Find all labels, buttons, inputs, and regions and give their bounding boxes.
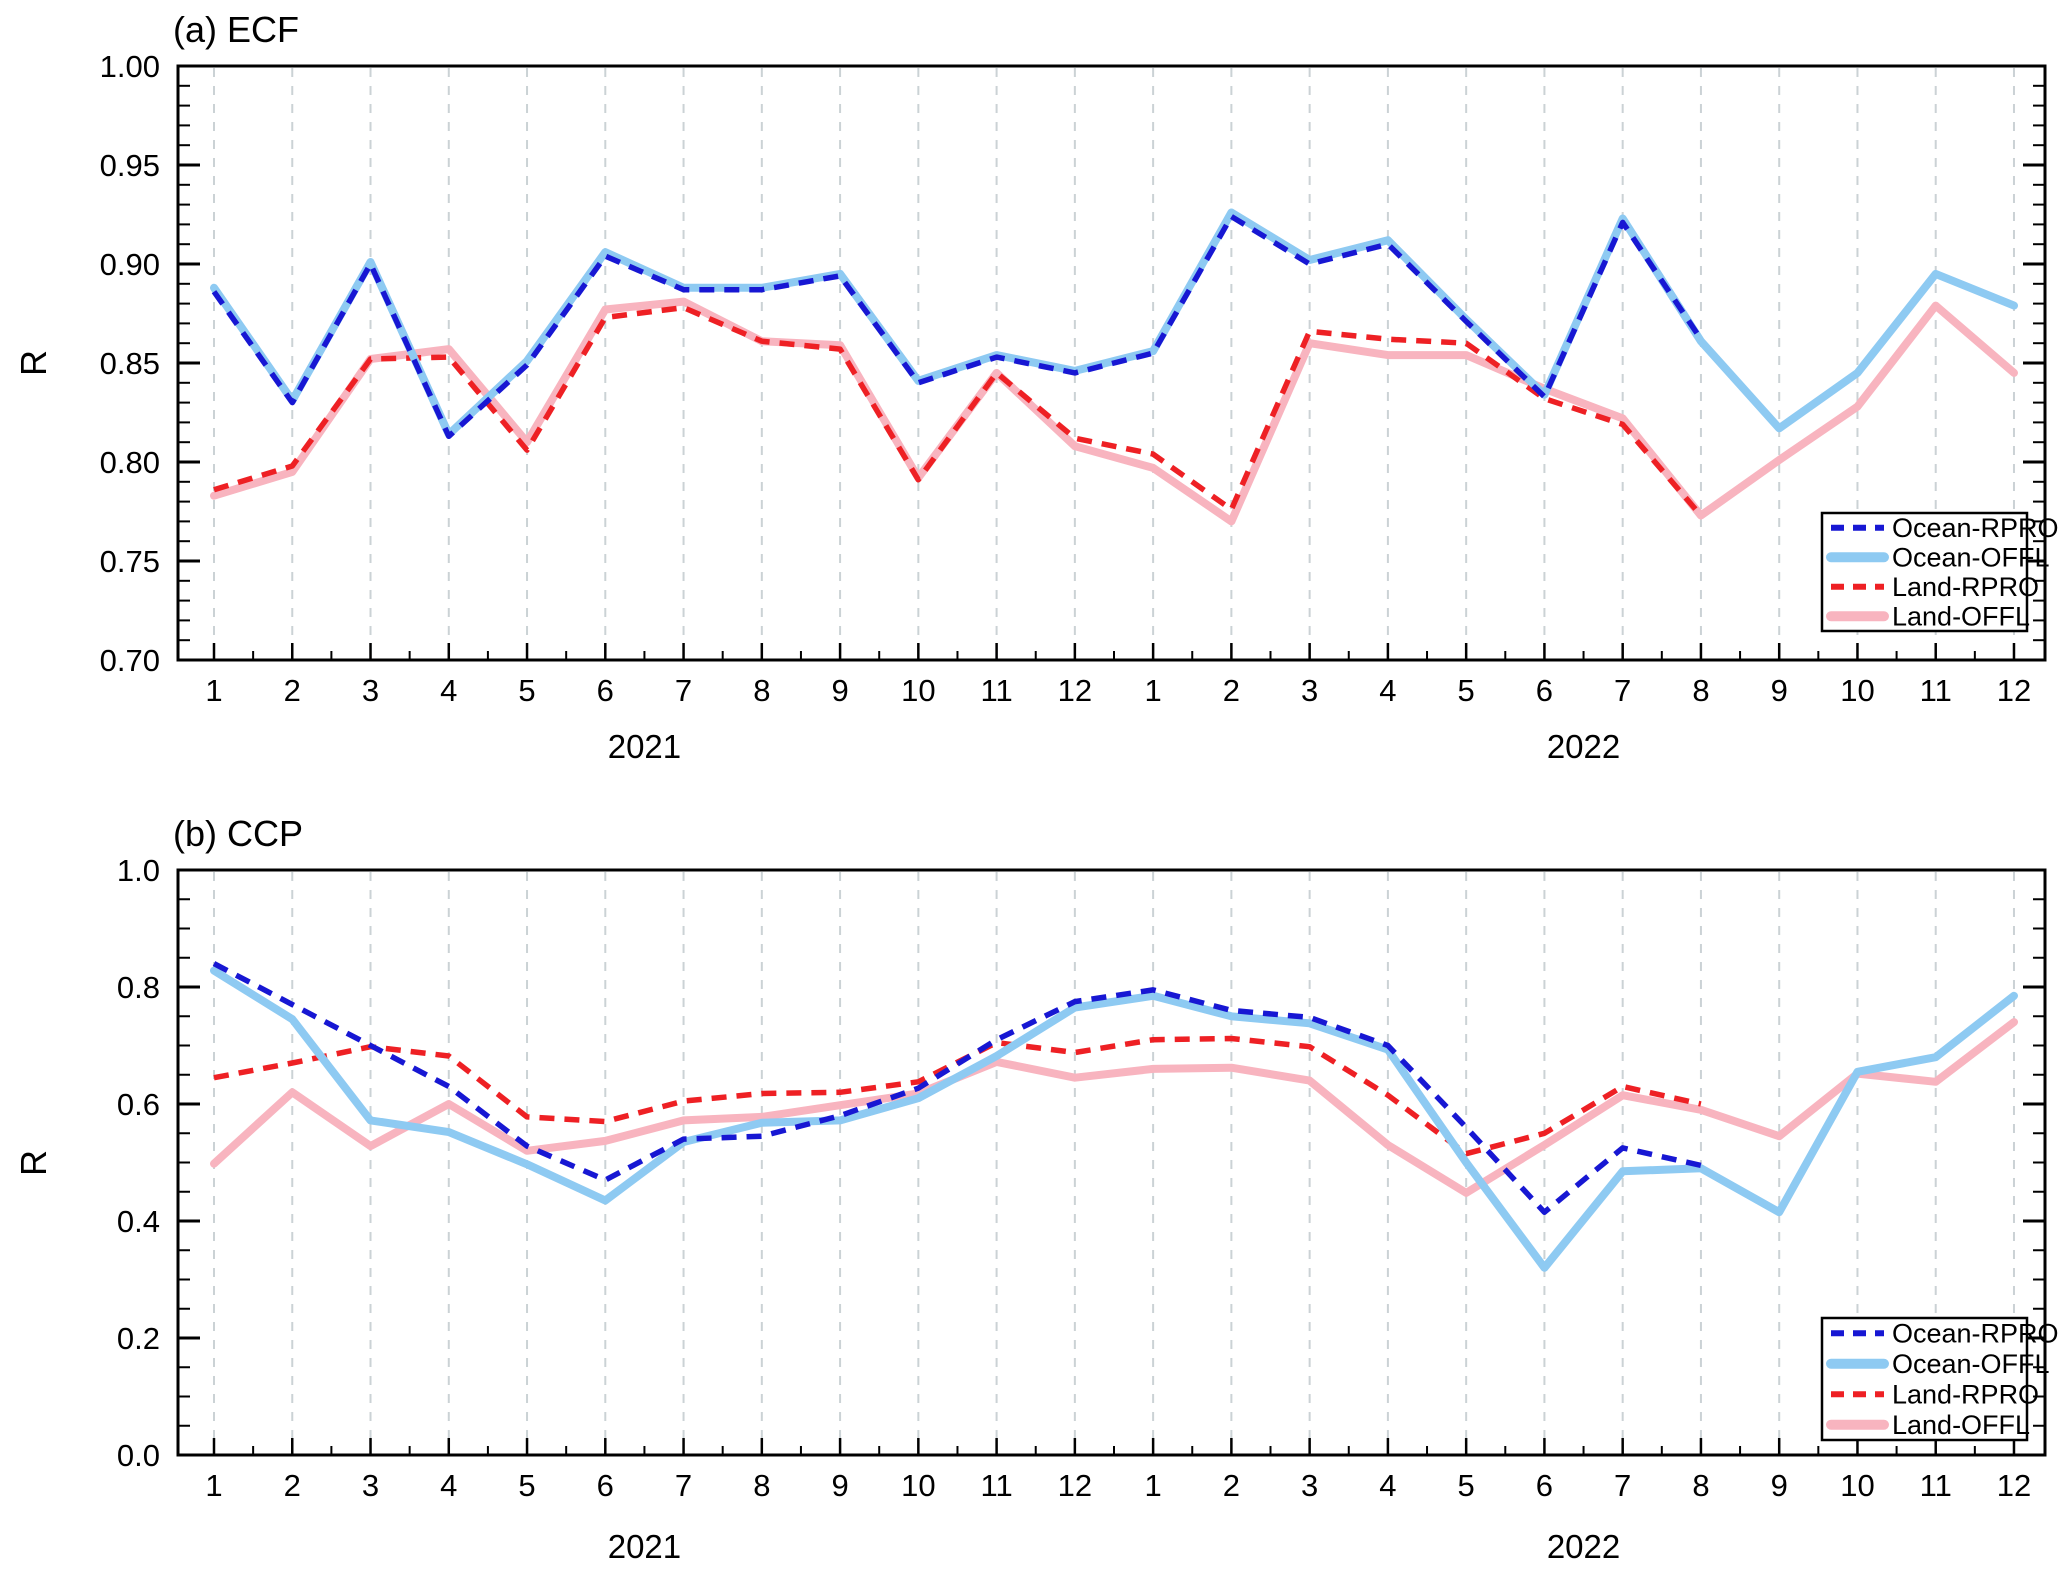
month-label: 12 [1997,673,2031,708]
month-label: 3 [1301,673,1318,708]
month-label: 8 [753,1468,770,1503]
year-label: 2021 [608,1528,681,1565]
month-label: 2 [284,673,301,708]
month-label: 4 [440,1468,457,1503]
month-label: 6 [1536,1468,1553,1503]
legend-item-label: Land-RPRO [1892,572,2039,602]
month-label: 10 [901,673,935,708]
month-label: 11 [981,673,1013,708]
month-label: 5 [1458,1468,1475,1503]
month-label: 4 [1379,1468,1396,1503]
legend-item-label: Land-RPRO [1892,1379,2039,1409]
month-label: 8 [753,673,770,708]
month-label: 4 [440,673,457,708]
series-line-ocean-rpro [211,213,1704,440]
month-label: 12 [1058,673,1092,708]
month-label: 7 [1614,673,1631,708]
month-label: 11 [1920,1468,1952,1503]
month-label: 1 [205,1468,222,1503]
y-tick-label: 0.85 [100,346,160,381]
month-label: 1 [1144,1468,1161,1503]
month-label: 12 [1058,1468,1092,1503]
month-label: 2 [284,1468,301,1503]
month-label: 10 [1840,1468,1874,1503]
month-label: 2 [1223,1468,1240,1503]
panel-title: (b) CCP [173,813,303,854]
plot-border [176,868,2047,1457]
month-label: 10 [901,1468,935,1503]
y-axis-label: R [13,1150,54,1176]
month-label: 3 [362,1468,379,1503]
month-label: 6 [1536,673,1553,708]
legend-item-label: Land-OFFL [1892,601,2030,631]
month-label: 1 [1144,673,1161,708]
y-tick-label: 0.0 [117,1438,160,1473]
y-tick-label: 0.6 [117,1087,160,1122]
y-tick-label: 1.0 [117,853,160,888]
chart-panel-b: 1.00.80.60.40.20.01 2 3 4 5 6 7 8 9 10 11 12 1 2 3 4 5 6 7… [13,813,2059,1565]
month-label: 9 [1771,673,1788,708]
month-label: 6 [597,1468,614,1503]
month-label: 9 [831,673,848,708]
legend-box [1820,1316,2029,1442]
chart-panel-a: 1.000.950.900.850.800.750.701 2 3 4 5 6 7 8 9 10 1… [13,9,2059,765]
month-label: 8 [1692,1468,1709,1503]
y-tick-label: 0.95 [100,148,160,183]
y-tick-label: 0.75 [100,544,160,579]
series-line-ocean-rpro [212,961,1702,1215]
series-line-land-offl [210,1018,2018,1197]
y-tick-label: 0.2 [117,1321,160,1356]
month-label: 2 [1223,673,1240,708]
legend-item-label: Land-OFFL [1892,1410,2030,1440]
month-label: 12 [1997,1468,2031,1503]
y-tick-label: 0.80 [100,445,160,480]
month-label: 10 [1840,673,1874,708]
year-label: 2021 [608,728,681,765]
y-axis-label: R [13,350,54,376]
series-line-ocean-offl [210,966,2018,1272]
month-label: 5 [518,673,535,708]
month-label: 3 [362,673,379,708]
month-label: 8 [1692,673,1709,708]
month-label: 9 [831,1468,848,1503]
month-label: 7 [675,673,692,708]
panel-title: (a) ECF [173,9,299,50]
month-label: 4 [1379,673,1396,708]
y-tick-label: 0.8 [117,970,160,1005]
legend-item-label: Ocean-RPRO [1892,1318,2059,1348]
series-line-land-rpro [213,304,1703,518]
y-tick-label: 0.90 [100,247,160,282]
month-label: 5 [1458,673,1475,708]
legend-item-label: Ocean-OFFL [1892,1349,2050,1379]
legend-item-label: Ocean-RPRO [1892,513,2059,543]
year-label: 2022 [1547,1528,1620,1565]
month-label: 3 [1301,1468,1318,1503]
legend-item-label: Ocean-OFFL [1892,542,2050,572]
month-label: 11 [1920,673,1952,708]
month-label: 9 [1771,1468,1788,1503]
month-label: 7 [675,1468,692,1503]
month-label: 1 [205,673,222,708]
series-line-land-offl [210,297,2018,526]
month-label: 11 [981,1468,1013,1503]
y-tick-label: 1.00 [100,49,160,84]
month-label: 5 [518,1468,535,1503]
y-tick-label: 0.70 [100,643,160,678]
month-label: 7 [1614,1468,1631,1503]
month-label: 6 [597,673,614,708]
year-label: 2022 [1547,728,1620,765]
y-tick-label: 0.4 [117,1204,160,1239]
